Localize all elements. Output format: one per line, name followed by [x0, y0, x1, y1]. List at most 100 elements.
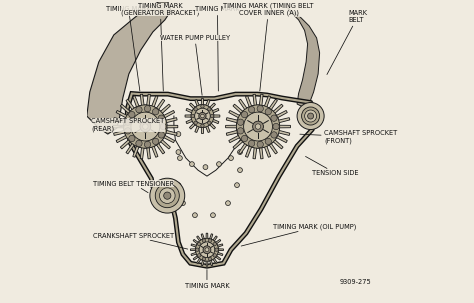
Circle shape [210, 213, 215, 218]
Circle shape [176, 132, 181, 136]
Circle shape [208, 257, 212, 261]
Text: TIMING MARK: TIMING MARK [185, 270, 229, 289]
Circle shape [241, 112, 248, 118]
Circle shape [271, 132, 277, 138]
Circle shape [203, 165, 208, 169]
Circle shape [129, 112, 135, 118]
Polygon shape [113, 94, 178, 159]
Text: WATER PUMP PULLEY: WATER PUMP PULLEY [160, 35, 230, 95]
Circle shape [248, 107, 255, 113]
Text: TENSION SIDE: TENSION SIDE [306, 156, 359, 176]
Circle shape [237, 119, 244, 125]
Circle shape [201, 124, 204, 127]
Circle shape [153, 108, 159, 115]
Circle shape [202, 257, 206, 261]
Circle shape [244, 112, 273, 141]
Circle shape [235, 183, 239, 188]
Circle shape [213, 254, 217, 257]
Circle shape [136, 107, 142, 113]
Circle shape [194, 108, 197, 111]
Circle shape [155, 184, 179, 208]
Text: TIMING MARK (OIL PUMP): TIMING MARK (OIL PUMP) [241, 224, 356, 246]
Circle shape [213, 242, 217, 246]
Circle shape [208, 121, 211, 125]
Circle shape [159, 188, 175, 203]
Circle shape [253, 121, 264, 132]
Circle shape [136, 140, 142, 147]
Text: CAMSHAFT SPROCKET
(FRONT): CAMSHAFT SPROCKET (FRONT) [300, 130, 397, 144]
Polygon shape [288, 8, 319, 107]
Circle shape [192, 213, 197, 218]
Circle shape [208, 108, 211, 111]
Circle shape [301, 107, 319, 125]
Text: TIMING BELT TENSIONER: TIMING BELT TENSIONER [93, 181, 174, 193]
Circle shape [237, 105, 280, 148]
Text: TIMING MARK: TIMING MARK [106, 6, 151, 91]
Circle shape [237, 168, 242, 172]
Circle shape [201, 114, 204, 118]
Circle shape [237, 150, 242, 155]
Circle shape [241, 135, 248, 142]
Circle shape [176, 150, 181, 155]
Polygon shape [191, 233, 223, 266]
Circle shape [201, 105, 204, 108]
Circle shape [215, 248, 219, 251]
Circle shape [203, 246, 211, 254]
Circle shape [181, 201, 185, 205]
Circle shape [248, 140, 255, 147]
Circle shape [196, 248, 199, 251]
Circle shape [226, 201, 230, 205]
Polygon shape [226, 94, 291, 159]
Circle shape [237, 132, 242, 136]
Circle shape [198, 242, 201, 246]
Text: CRANKSHAFT SPROCKET: CRANKSHAFT SPROCKET [93, 233, 188, 249]
Text: CAMSHAFT SPROCKET
(REAR): CAMSHAFT SPROCKET (REAR) [91, 118, 164, 132]
Circle shape [273, 123, 279, 130]
Text: 9309-275: 9309-275 [339, 279, 371, 285]
Circle shape [271, 115, 277, 121]
Circle shape [305, 110, 317, 122]
Circle shape [217, 162, 221, 167]
Circle shape [160, 123, 166, 130]
Circle shape [195, 108, 210, 124]
Circle shape [143, 124, 148, 129]
Circle shape [196, 238, 219, 261]
Circle shape [199, 242, 215, 258]
Circle shape [237, 128, 244, 134]
Circle shape [198, 254, 201, 257]
Circle shape [297, 102, 324, 130]
Circle shape [158, 132, 164, 138]
Circle shape [145, 141, 151, 148]
Circle shape [177, 156, 182, 161]
Circle shape [190, 162, 194, 167]
Circle shape [308, 113, 314, 119]
Circle shape [202, 239, 206, 242]
Circle shape [125, 119, 131, 125]
Polygon shape [87, 2, 171, 134]
Circle shape [205, 248, 209, 252]
Circle shape [257, 105, 264, 112]
Text: MARK
BELT: MARK BELT [327, 10, 367, 75]
Circle shape [257, 141, 264, 148]
Circle shape [210, 114, 214, 118]
Circle shape [164, 192, 171, 199]
Circle shape [191, 114, 194, 118]
Text: TIMING MARK
(GENERATOR BRACKET): TIMING MARK (GENERATOR BRACKET) [121, 3, 200, 91]
Circle shape [131, 112, 160, 141]
Circle shape [265, 138, 272, 145]
Circle shape [140, 121, 151, 132]
Circle shape [199, 112, 206, 120]
Text: TIMING MARK: TIMING MARK [195, 6, 240, 91]
Polygon shape [185, 99, 220, 133]
Circle shape [176, 183, 181, 188]
Circle shape [194, 121, 197, 125]
Circle shape [145, 105, 151, 112]
Circle shape [125, 128, 131, 134]
Circle shape [150, 178, 185, 213]
Text: TIMING MARK (TIMING BELT
COVER INNER (A)): TIMING MARK (TIMING BELT COVER INNER (A)… [223, 2, 314, 91]
Circle shape [158, 115, 164, 121]
Circle shape [228, 156, 233, 161]
Circle shape [153, 138, 159, 145]
Circle shape [129, 135, 135, 142]
Circle shape [255, 124, 261, 129]
